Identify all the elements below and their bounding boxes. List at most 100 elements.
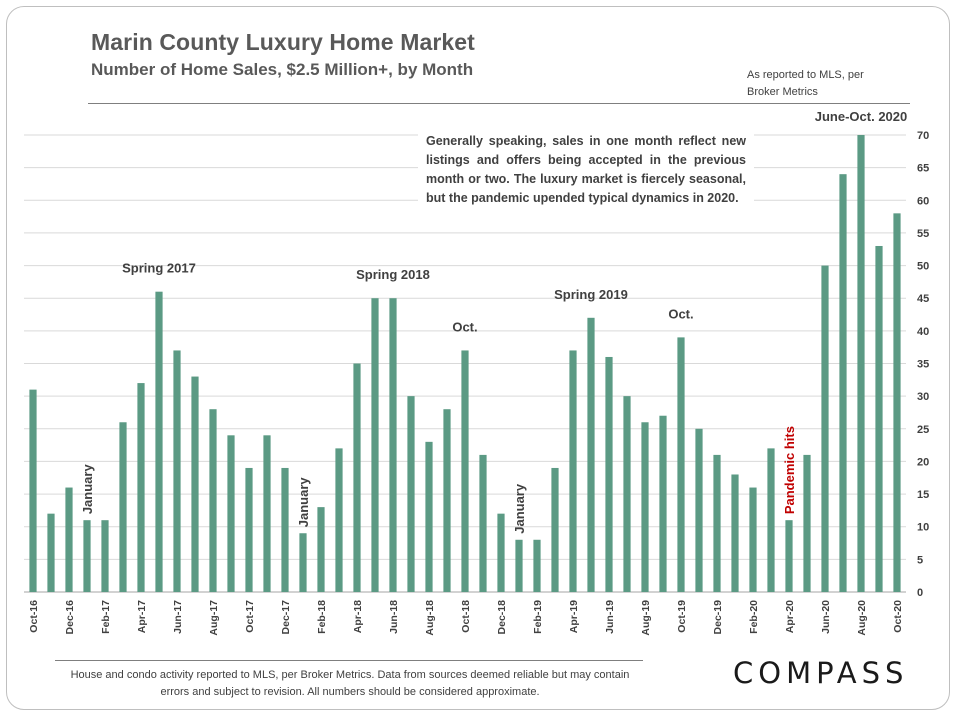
bar-Jun-18 <box>389 298 397 592</box>
x-tick-label: Oct-20 <box>892 600 904 633</box>
x-tick-label: Apr-17 <box>136 600 148 633</box>
y-axis-ticks: 0 5 10 15 20 25 30 35 40 45 50 55 60 65 70 <box>917 130 929 599</box>
slide-frame <box>6 6 950 710</box>
callout-May-17: Spring 2017 <box>122 261 196 276</box>
bar-May-18 <box>371 298 379 592</box>
bar-Aug-19 <box>641 422 649 592</box>
bar-Jan-18 <box>299 533 307 592</box>
x-tick-label: Dec-16 <box>64 600 76 635</box>
bar-Mar-19 <box>551 467 559 592</box>
bar-Oct-19 <box>677 337 685 592</box>
x-tick-label: Apr-18 <box>352 600 364 633</box>
x-tick-label: Aug-19 <box>640 600 652 636</box>
bar-Mar-17 <box>119 422 127 592</box>
x-tick-label: Jun-20 <box>820 600 832 634</box>
y-tick-label: 25 <box>917 424 929 436</box>
bar-Sep-20 <box>875 245 883 592</box>
annotation-text: Generally speaking, sales in one month r… <box>418 130 754 210</box>
bar-Feb-17 <box>101 520 109 592</box>
callout-Jun-18: Spring 2018 <box>356 267 430 282</box>
x-tick-label: Dec-19 <box>712 600 724 635</box>
x-tick-label: Feb-20 <box>748 600 760 634</box>
bar-Sep-19 <box>659 415 667 592</box>
x-tick-label: Jun-17 <box>172 600 184 634</box>
y-tick-label: 35 <box>917 359 929 371</box>
callout-Oct-18: Oct. <box>452 319 477 334</box>
bar-Feb-19 <box>533 539 541 592</box>
x-tick-label: Oct-18 <box>460 600 472 633</box>
bar-Feb-18 <box>317 507 325 592</box>
chart-subtitle: Number of Home Sales, $2.5 Million+, by … <box>91 60 474 79</box>
bar-Sep-17 <box>227 435 235 592</box>
bar-Jun-19 <box>605 356 613 592</box>
compass-logo: COMPASS <box>733 656 909 690</box>
callout-Jan-19: January <box>512 483 527 534</box>
bar-Oct-20 <box>893 213 901 593</box>
bar-Feb-20 <box>749 487 757 592</box>
bar-Apr-18 <box>353 363 361 592</box>
callout-Aug-20: June-Oct. 2020 <box>815 109 908 124</box>
bar-Dec-16 <box>65 487 73 592</box>
bar-Aug-20 <box>857 135 865 592</box>
x-tick-label: Oct-19 <box>676 600 688 633</box>
callout-Apr-20: Pandemic hits <box>782 426 797 514</box>
x-tick-label: Aug-18 <box>424 600 436 636</box>
header-divider <box>88 103 910 104</box>
bar-Oct-17 <box>245 467 253 592</box>
bar-Aug-17 <box>209 409 217 592</box>
callout-May-19: Spring 2019 <box>554 287 628 302</box>
callouts: Spring 2017 Spring 2018 Oct. Spring 2019 Oct… <box>80 109 907 534</box>
bar-Sep-18 <box>443 409 451 592</box>
bar-Jan-20 <box>731 474 739 592</box>
bar-Mar-18 <box>335 448 343 592</box>
x-tick-label: Apr-20 <box>784 600 796 633</box>
x-tick-label: Aug-20 <box>856 600 868 636</box>
footer-divider <box>55 660 643 661</box>
x-tick-label: Feb-19 <box>532 600 544 634</box>
bar-Oct-18 <box>461 350 469 592</box>
footer-note: House and condo activity reported to MLS… <box>70 669 630 698</box>
y-tick-label: 0 <box>917 587 923 599</box>
bar-Nov-17 <box>263 435 271 592</box>
y-tick-label: 40 <box>917 326 929 338</box>
bar-Dec-18 <box>497 513 505 592</box>
x-tick-label: Jun-19 <box>604 600 616 634</box>
x-axis-ticks: Oct-16 Dec-16 Feb-17 Apr-17 Jun-17 Aug-17 Oct-… <box>28 600 904 636</box>
x-tick-label: Apr-19 <box>568 600 580 633</box>
y-tick-label: 50 <box>917 261 929 273</box>
source-note: As reported to MLS, per Broker Metrics <box>747 69 864 98</box>
x-tick-label: Oct-16 <box>28 600 40 633</box>
bar-Jun-17 <box>173 350 181 592</box>
bar-Nov-16 <box>47 513 55 592</box>
bar-May-17 <box>155 291 163 592</box>
bar-Dec-17 <box>281 467 289 592</box>
bar-Apr-20 <box>785 520 793 592</box>
y-tick-label: 20 <box>917 456 929 468</box>
y-tick-label: 60 <box>917 195 929 207</box>
y-tick-label: 10 <box>917 522 929 534</box>
bar-Dec-19 <box>713 454 721 592</box>
y-tick-label: 15 <box>917 489 929 501</box>
bar-Jan-19 <box>515 539 523 592</box>
bar-Oct-16 <box>29 389 37 592</box>
y-tick-label: 45 <box>917 293 929 305</box>
bar-Jul-19 <box>623 396 631 592</box>
bar-Apr-19 <box>569 350 577 592</box>
bar-Apr-17 <box>137 383 145 592</box>
bar-Jan-17 <box>83 520 91 592</box>
x-tick-label: Feb-17 <box>100 600 112 634</box>
bar-Jul-20 <box>839 174 847 592</box>
y-tick-label: 55 <box>917 228 929 240</box>
bar-May-19 <box>587 317 595 592</box>
bar-Nov-18 <box>479 454 487 592</box>
callout-Jan-18: January <box>296 477 311 528</box>
bar-Jul-17 <box>191 376 199 592</box>
chart-title: Marin County Luxury Home Market <box>91 29 475 55</box>
bars <box>29 135 901 593</box>
x-tick-label: Dec-17 <box>280 600 292 635</box>
callout-Oct-19: Oct. <box>668 306 693 321</box>
x-tick-label: Jun-18 <box>388 600 400 634</box>
callout-Jan-17: January <box>80 464 95 515</box>
x-tick-label: Oct-17 <box>244 600 256 633</box>
bar-May-20 <box>803 454 811 592</box>
